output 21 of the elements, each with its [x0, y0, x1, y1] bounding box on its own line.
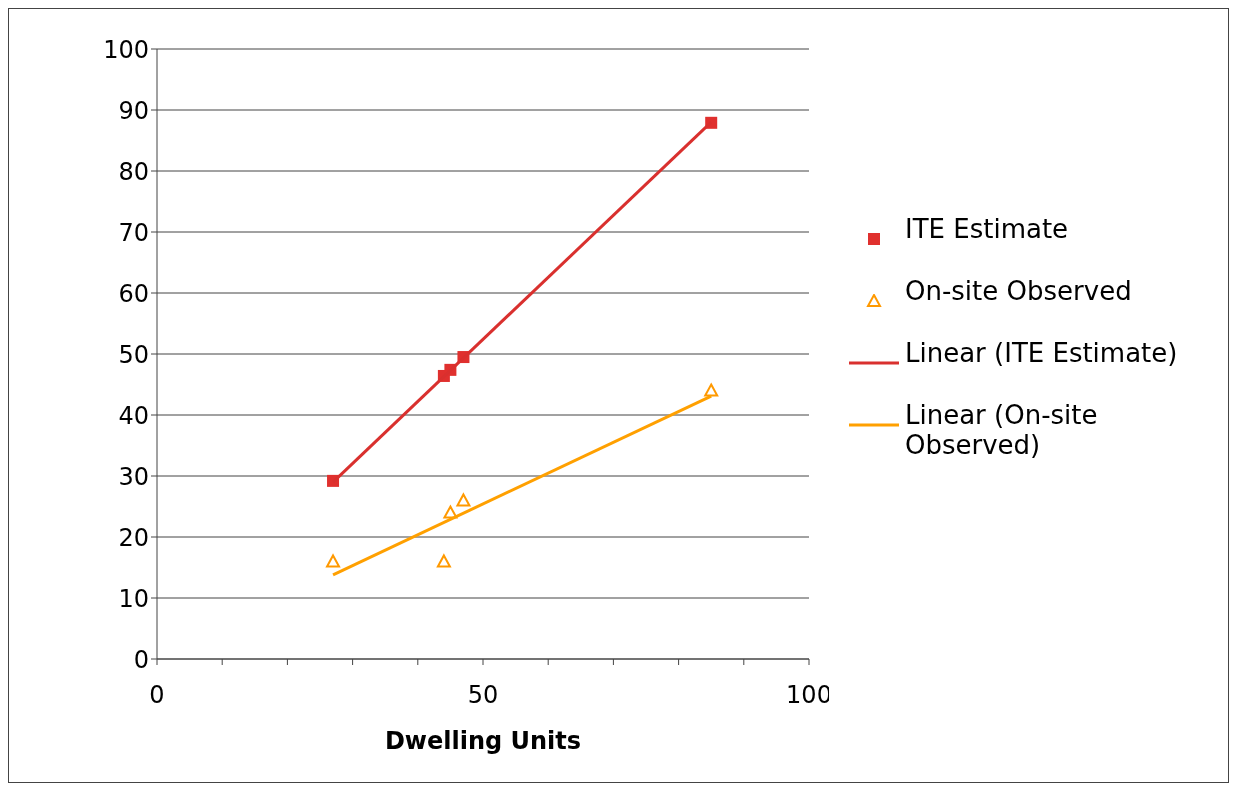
x-tick-label: 50 [467, 681, 499, 709]
y-tick-label: 10 [118, 584, 149, 613]
y-tick-label: 80 [118, 157, 149, 186]
point [436, 554, 451, 568]
y-tick-label: 20 [118, 523, 149, 552]
legend-label: On-site Observed [905, 276, 1133, 306]
y-tick-label: 50 [118, 340, 149, 369]
y-tick-label: 0 [133, 645, 149, 674]
y-tick-label: 60 [118, 279, 149, 308]
y-tick-label: 70 [118, 218, 149, 247]
y-tick-label: 30 [118, 462, 149, 491]
point [456, 493, 471, 507]
y-tick-label: 40 [118, 401, 149, 430]
y-tick-label: 100 [103, 35, 149, 64]
legend-label: Linear (ITE Estimate) [905, 338, 1179, 368]
legend-label: ITE Estimate [905, 214, 1070, 244]
y-tick-label: 90 [118, 96, 149, 125]
point [704, 383, 719, 397]
x-axis-title: Dwelling Units [384, 727, 582, 755]
point [326, 554, 341, 568]
legend-label: Linear (On-site Observed) [905, 400, 1099, 460]
